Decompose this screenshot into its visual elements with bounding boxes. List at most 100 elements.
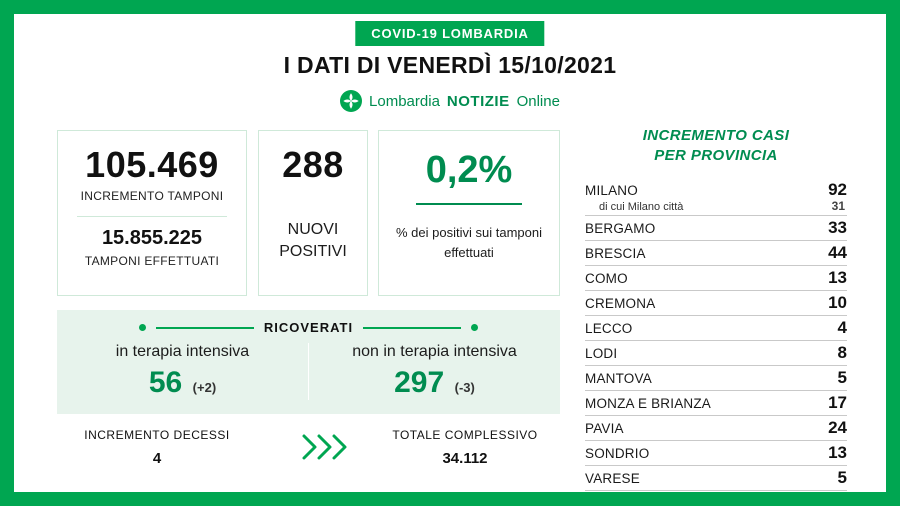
province-name: SONDRIO (585, 445, 650, 461)
province-row: LECCO 4 (585, 316, 847, 341)
province-name: COMO (585, 270, 628, 286)
ricoverati-columns: in terapia intensiva 56 (+2) non in tera… (57, 343, 560, 400)
province-value: 44 (828, 242, 847, 262)
province-row: COMO 13 (585, 266, 847, 291)
province-row-main: CREMONA 10 (585, 293, 847, 313)
province-row: MONZA E BRIANZA 17 (585, 391, 847, 416)
infographic-body: COVID-19 LOMBARDIA I DATI DI VENERDÌ 15/… (14, 14, 886, 492)
province-row-main: COMO 13 (585, 268, 847, 288)
dot-left (138, 324, 146, 331)
province-value: 5 (837, 367, 847, 387)
terapia-intensiva-label: in terapia intensiva (115, 343, 250, 360)
logo-text-notizie: NOTIZIE (446, 92, 510, 110)
covid-lombardia-badge: COVID-19 LOMBARDIA (355, 21, 545, 46)
province-name: MANTOVA (585, 370, 652, 386)
province-name: PAVIA (585, 420, 624, 436)
ricoverati-panel: RICOVERATI in terapia intensiva 56 (+2) … (57, 310, 560, 414)
percentuale-value: 0,2% (425, 149, 513, 191)
province-row-main: LODI 8 (585, 343, 847, 363)
province-name: BRESCIA (585, 245, 646, 261)
logo-text-lombardia: Lombardia (369, 92, 440, 110)
province-value: 8 (837, 342, 847, 362)
province-title-line2: PER PROVINCIA (654, 147, 778, 165)
province-name: LECCO (585, 320, 633, 336)
province-value: 33 (828, 217, 847, 237)
non-terapia-intensiva-delta: (-3) (454, 380, 475, 395)
incremento-decessi-value: 4 (152, 450, 162, 467)
province-row-main: PAVIA 24 (585, 418, 847, 438)
tamponi-effettuati-label: TAMPONI EFFETTUATI (84, 254, 220, 268)
province-row-main: MILANO 92 (585, 180, 847, 200)
incremento-tamponi-value: 105.469 (85, 144, 219, 185)
province-value: 4 (837, 317, 847, 337)
incremento-decessi-label: INCREMENTO DECESSI (84, 428, 230, 442)
province-row: MANTOVA 5 (585, 366, 847, 391)
non-terapia-intensiva-label: non in terapia intensiva (352, 343, 517, 360)
province-value: 92 (828, 179, 847, 199)
totale-complessivo-value: 34.112 (442, 450, 488, 467)
line-left (155, 326, 254, 329)
province-row-main: BERGAMO 33 (585, 218, 847, 238)
tamponi-effettuati-value: 15.855.225 (101, 227, 203, 249)
province-row: BERGAMO 33 (585, 216, 847, 241)
terapia-intensiva-value: 56 (148, 366, 183, 399)
province-sub-value: 31 (831, 198, 845, 213)
province-name: BERGAMO (585, 220, 656, 236)
province-row-main: VARESE 5 (585, 468, 847, 488)
province-value: 13 (828, 267, 847, 287)
ricoverati-title: RICOVERATI (263, 320, 354, 335)
province-name: MONZA E BRIANZA (585, 395, 712, 411)
non-terapia-intensiva-value: 297 (394, 366, 445, 399)
card-divider (76, 216, 228, 217)
nuovi-positivi-value: 288 (282, 144, 344, 185)
province-row-main: BRESCIA 44 (585, 243, 847, 263)
province-subrow: di cui Milano città 31 (585, 199, 847, 213)
terapia-intensiva-block: in terapia intensiva 56 (+2) (57, 343, 308, 400)
non-terapia-intensiva-value-row: 297 (-3) (309, 366, 560, 400)
nuovi-positivi-card: 288 NUOVI POSITIVI (258, 130, 368, 296)
terapia-intensiva-delta: (+2) (192, 380, 217, 395)
page-title: I DATI DI VENERDÌ 15/10/2021 (283, 52, 617, 78)
incremento-tamponi-label: INCREMENTO TAMPONI (80, 189, 224, 203)
province-title-line1: INCREMENTO CASI (642, 127, 790, 144)
percentuale-positivi-card: 0,2% % dei positivi sui tamponi effettua… (378, 130, 560, 296)
province-name: LODI (585, 345, 618, 361)
percentuale-label: % dei positivi sui tamponi effettuati (396, 225, 542, 261)
logo-text-online: Online (516, 92, 560, 110)
tamponi-card: 105.469 INCREMENTO TAMPONI 15.855.225 TA… (57, 130, 247, 296)
province-row: VARESE 5 (585, 466, 847, 491)
percentuale-underline (416, 203, 522, 205)
province-value: 24 (828, 417, 847, 437)
province-sub-name: di cui Milano città (599, 200, 684, 213)
province-row-main: MANTOVA 5 (585, 368, 847, 388)
ricoverati-header: RICOVERATI (57, 320, 560, 335)
chevrons-icon (300, 432, 354, 467)
province-row: BRESCIA 44 (585, 241, 847, 266)
rosa-camuna-icon (340, 90, 363, 112)
province-row: MILANO 92 di cui Milano città 31 (585, 178, 847, 216)
province-value: 17 (828, 392, 847, 412)
totale-complessivo-label: TOTALE COMPLESSIVO (392, 428, 538, 442)
province-value: 5 (837, 467, 847, 487)
province-row: PAVIA 24 (585, 416, 847, 441)
province-row-main: SONDRIO 13 (585, 443, 847, 463)
province-row-main: MONZA E BRIANZA 17 (585, 393, 847, 413)
non-terapia-intensiva-block: non in terapia intensiva 297 (-3) (308, 343, 560, 400)
nuovi-positivi-label: NUOVI POSITIVI (279, 221, 347, 261)
lombardia-notizie-logo: Lombardia NOTIZIE Online (14, 90, 886, 112)
province-panel: INCREMENTO CASI PER PROVINCIA MILANO 92 … (585, 126, 847, 491)
totale-complessivo-block: TOTALE COMPLESSIVO 34.112 (355, 428, 575, 467)
province-row: CREMONA 10 (585, 291, 847, 316)
line-right (363, 326, 462, 329)
province-name: CREMONA (585, 295, 656, 311)
incremento-decessi-block: INCREMENTO DECESSI 4 (57, 428, 257, 467)
province-panel-title: INCREMENTO CASI PER PROVINCIA (585, 126, 847, 167)
province-row: LODI 8 (585, 341, 847, 366)
province-value: 13 (828, 442, 847, 462)
province-value: 10 (828, 292, 847, 312)
province-name: VARESE (585, 470, 640, 486)
terapia-intensiva-value-row: 56 (+2) (57, 366, 308, 400)
province-rows: MILANO 92 di cui Milano città 31 BERGAMO … (585, 178, 847, 491)
province-row-main: LECCO 4 (585, 318, 847, 338)
